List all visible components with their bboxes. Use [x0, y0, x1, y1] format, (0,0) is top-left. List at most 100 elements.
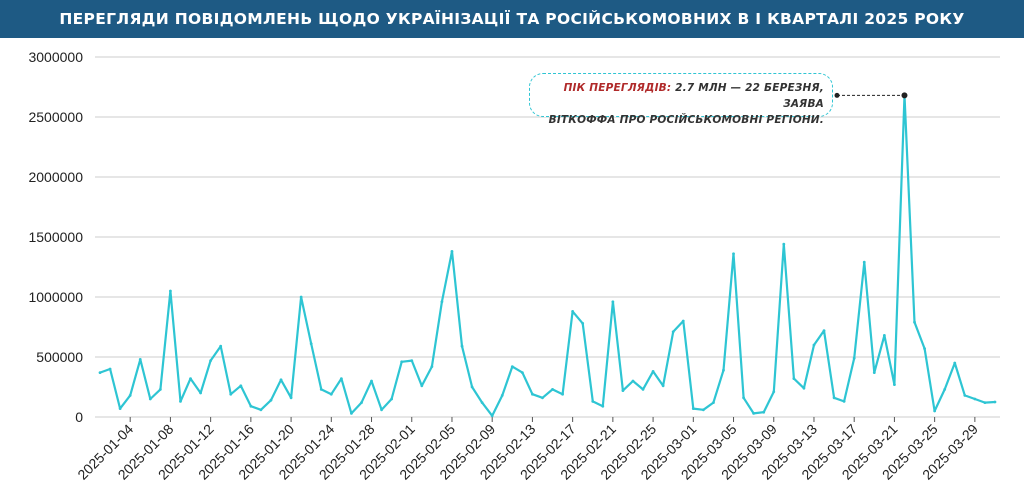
y-tick-label: 3000000	[28, 49, 83, 65]
data-point	[279, 378, 283, 382]
data-point	[742, 396, 745, 400]
data-point	[681, 319, 685, 323]
annotation-text-1: 2.7 МЛН — 22 БЕРЕЗНЯ, ЗАЯВА	[671, 82, 824, 110]
x-axis-ticks: 2025-01-042025-01-082025-01-122025-01-16…	[74, 417, 981, 483]
data-point	[802, 386, 806, 390]
data-point	[913, 320, 916, 324]
data-point	[189, 377, 192, 380]
peak-dot	[901, 92, 908, 99]
data-point	[148, 397, 152, 401]
data-point	[269, 398, 273, 402]
data-point	[973, 397, 977, 401]
data-point	[420, 384, 424, 388]
data-point	[510, 365, 514, 368]
data-point	[98, 371, 102, 374]
data-point	[621, 389, 625, 392]
data-point	[772, 390, 776, 394]
data-point	[410, 359, 414, 362]
data-point	[319, 388, 323, 391]
data-point	[561, 392, 564, 396]
data-point	[490, 414, 494, 418]
data-point	[661, 384, 665, 388]
data-point	[782, 242, 786, 246]
series-line	[99, 94, 996, 417]
data-point	[581, 322, 585, 325]
data-point	[360, 401, 363, 404]
data-point	[219, 344, 223, 348]
data-point	[842, 400, 846, 403]
data-point	[712, 401, 715, 404]
data-point	[822, 329, 826, 332]
series-group	[98, 94, 997, 418]
data-point	[209, 359, 213, 362]
data-point	[963, 394, 967, 397]
annotation-text-2: ВІТКОФФА ПРО РОСІЙСЬКОМОВНІ РЕГІОНИ.	[548, 114, 824, 126]
data-point	[792, 377, 796, 380]
data-point	[571, 310, 575, 313]
data-point	[601, 404, 605, 408]
leader-start-dot	[834, 92, 840, 98]
data-point	[531, 392, 534, 396]
data-point	[169, 289, 172, 293]
data-point	[882, 334, 886, 337]
data-point	[953, 361, 957, 365]
y-tick-label: 0	[75, 409, 83, 425]
y-axis-ticks: 0 500000 1000000 1500000 2000000 2500000 30000…	[28, 49, 83, 425]
data-point	[983, 401, 987, 404]
data-point	[752, 412, 756, 415]
data-point	[350, 412, 353, 415]
data-point	[862, 260, 866, 264]
data-point	[329, 392, 333, 396]
data-point	[249, 404, 253, 408]
data-point	[118, 407, 122, 410]
data-point	[259, 408, 263, 412]
annotation-leader	[834, 92, 908, 99]
data-point	[701, 408, 705, 412]
data-point	[993, 400, 997, 404]
data-point	[128, 394, 132, 397]
grid-lines	[95, 56, 1000, 418]
data-point	[299, 295, 303, 299]
data-point	[339, 377, 343, 380]
data-point	[460, 344, 464, 348]
data-point	[671, 330, 675, 334]
y-tick-label: 2500000	[28, 109, 83, 125]
data-point	[430, 365, 434, 368]
data-point	[520, 371, 524, 374]
data-point	[651, 370, 655, 373]
data-point	[400, 360, 404, 364]
peak-annotation: ПІК ПЕРЕГЛЯДІВ: 2.7 МЛН — 22 БЕРЕЗНЯ, ЗА…	[529, 73, 833, 126]
data-point	[923, 347, 926, 350]
data-point	[470, 385, 474, 389]
data-point	[893, 383, 896, 386]
y-tick-label: 500000	[36, 349, 83, 365]
data-point	[872, 371, 876, 374]
data-point	[691, 407, 695, 410]
data-point	[641, 388, 645, 391]
data-point	[199, 391, 202, 395]
y-tick-label: 2000000	[28, 169, 83, 185]
data-point	[832, 396, 836, 400]
data-point	[179, 400, 182, 403]
data-point	[762, 410, 766, 414]
data-point	[370, 379, 373, 383]
data-point	[500, 394, 504, 397]
data-point	[390, 397, 394, 401]
data-point	[239, 384, 243, 388]
data-point	[551, 388, 554, 391]
data-point	[732, 252, 735, 256]
data-point	[450, 250, 454, 253]
data-point	[541, 396, 544, 400]
y-tick-label: 1500000	[28, 229, 83, 245]
data-point	[722, 368, 725, 372]
data-point	[591, 400, 595, 403]
annotation-highlight: ПІК ПЕРЕГЛЯДІВ:	[563, 82, 672, 94]
data-point	[852, 356, 856, 360]
chart-title-banner: ПЕРЕГЛЯДИ ПОВІДОМЛЕНЬ ЩОДО УКРАЇНІЗАЦІЇ …	[0, 0, 1024, 38]
data-point	[943, 388, 947, 391]
data-point	[289, 396, 293, 400]
data-point	[229, 392, 233, 396]
annotation-line-1: ПІК ПЕРЕГЛЯДІВ: 2.7 МЛН — 22 БЕРЕЗНЯ, ЗА…	[538, 80, 824, 112]
data-point	[631, 379, 635, 383]
data-point	[812, 343, 816, 347]
